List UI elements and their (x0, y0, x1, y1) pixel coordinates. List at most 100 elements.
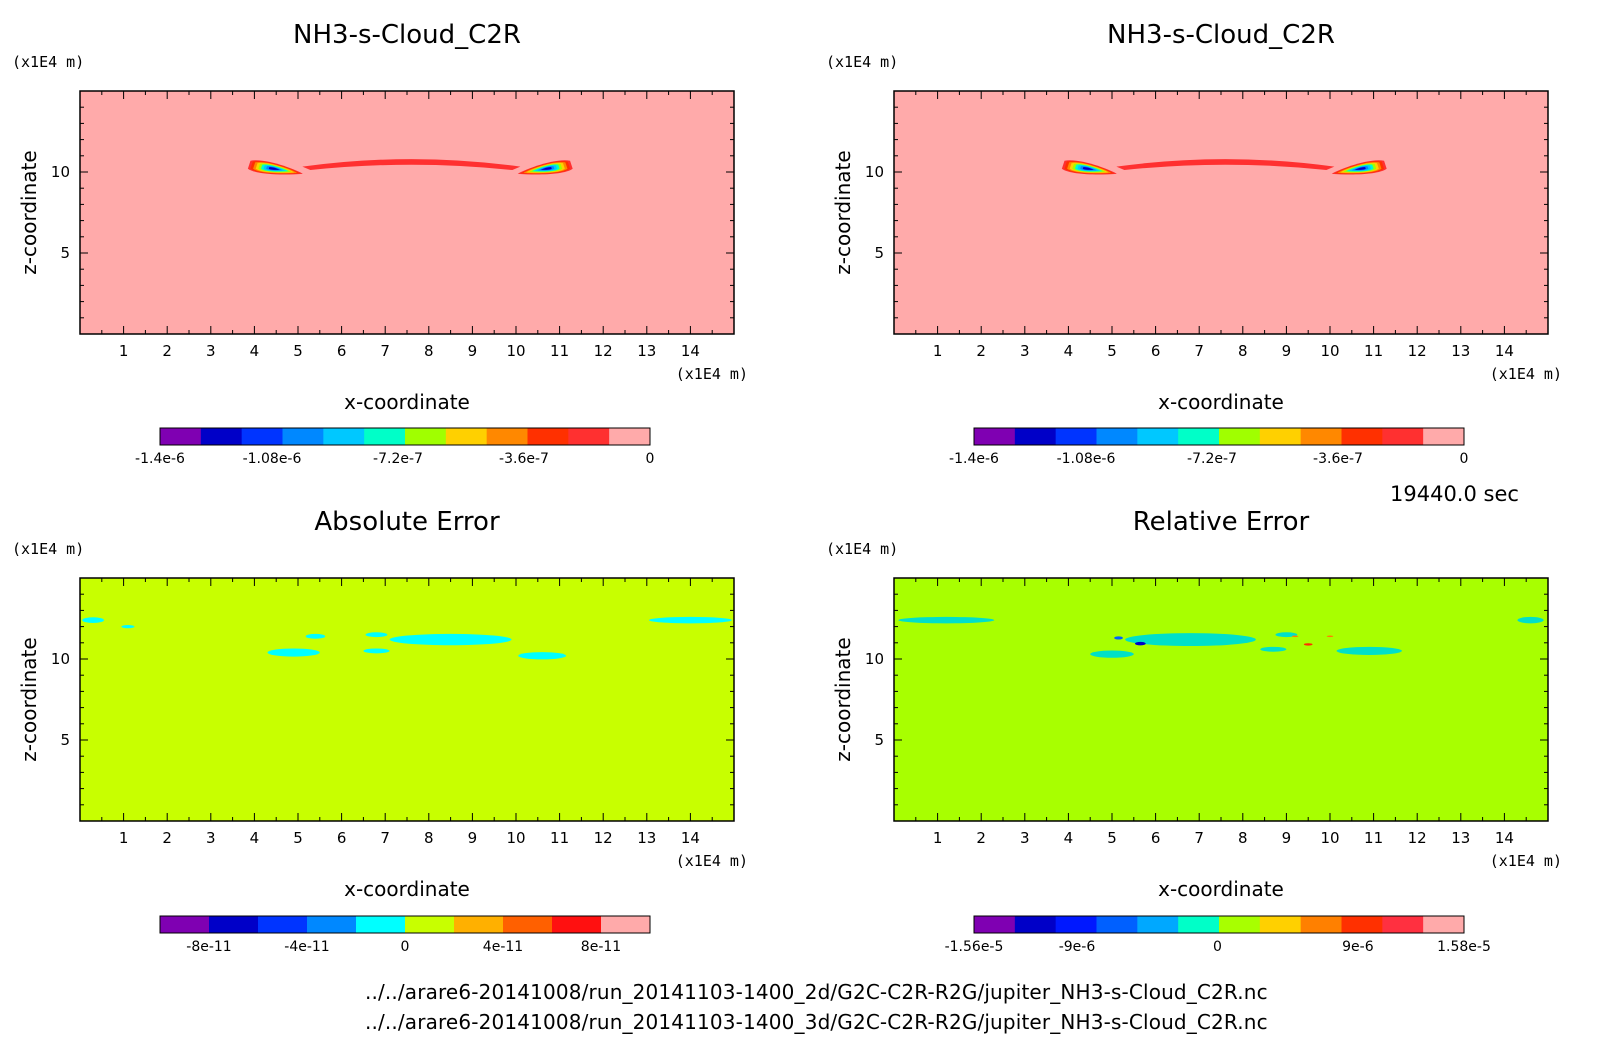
error-blob (1275, 632, 1298, 638)
colorbar-tick-label: -9e-6 (1059, 939, 1096, 955)
colorbar-swatch (445, 428, 488, 445)
colorbar-swatch (209, 916, 259, 933)
error-blob (1326, 635, 1334, 638)
error-blob (1260, 646, 1287, 652)
colorbar-frame (973, 915, 1465, 934)
y-axis-label: z-coordinate (17, 150, 41, 274)
x-tick-label: 5 (1107, 829, 1117, 847)
x-tick-label: 6 (1151, 829, 1161, 847)
colorbar-swatch (1423, 428, 1465, 445)
x-tick-label: 1 (933, 829, 943, 847)
colorbar-swatch (568, 428, 610, 445)
z-unit-label: (x1E4 m) (826, 540, 898, 558)
x-tick-label: 7 (1194, 829, 1204, 847)
panel-2: NH3-s-Cloud_C2R(x1E4 m)1 2 3 4 5 6 7 8 9 10 11 12 13… (826, 20, 1562, 467)
y-tick-label: 5 (874, 731, 884, 749)
x-tick-label: 6 (337, 342, 347, 360)
x-tick-label: 4 (1064, 342, 1074, 360)
colorbar-swatch (241, 428, 283, 445)
x-tick-label: 4 (250, 829, 260, 847)
colorbar-swatch (1096, 428, 1138, 445)
colorbar-tick-label: -1.56e-5 (945, 939, 1004, 955)
x-tick-label: 5 (293, 829, 303, 847)
x-unit-label: (x1E4 m) (1490, 852, 1562, 870)
x-unit-label: (x1E4 m) (1490, 365, 1562, 383)
x-tick-label: 3 (1020, 342, 1030, 360)
x-tick-label: 10 (506, 829, 525, 847)
x-axis-label: x-coordinate (1158, 877, 1284, 901)
colorbar-tick-label: 9e-6 (1342, 939, 1374, 955)
cloud-lobe-contour (1354, 167, 1366, 170)
x-tick-label: 11 (550, 829, 569, 847)
cloud-arc-contour (302, 159, 521, 171)
colorbar-tick-label: -1.08e-6 (1057, 451, 1116, 467)
colorbar-swatch (1382, 916, 1424, 933)
z-unit-label: (x1E4 m) (826, 53, 898, 71)
colorbar-swatch (454, 916, 504, 933)
error-blob (518, 652, 567, 660)
error-blob (648, 616, 732, 624)
colorbar-swatch (1055, 916, 1097, 933)
x-tick-label: 2 (976, 829, 986, 847)
y-tick-label: 5 (60, 244, 70, 262)
x-tick-label: 11 (1364, 342, 1383, 360)
x-tick-label: 6 (337, 829, 347, 847)
colorbar-swatch (486, 428, 528, 445)
colorbar-swatch (405, 428, 447, 445)
x-tick-label: 13 (637, 342, 656, 360)
colorbar-swatch (307, 916, 357, 933)
x-tick-label: 1 (119, 342, 129, 360)
colorbar-swatch (282, 428, 324, 445)
footer-path-2d: ../../arare6-20141008/run_20141103-1400_… (365, 980, 1268, 1004)
cloud-lobe-contour (268, 167, 280, 170)
cloud-arc-contour (1116, 159, 1335, 171)
error-blob (389, 633, 512, 646)
colorbar-swatch (1382, 428, 1424, 445)
colorbar-swatch (1137, 916, 1179, 933)
error-blob (1134, 641, 1146, 646)
x-tick-label: 8 (1238, 342, 1248, 360)
field-background (80, 578, 734, 821)
colorbar-swatch (1096, 916, 1138, 933)
x-tick-label: 3 (206, 342, 216, 360)
features (1061, 159, 1387, 175)
colorbar-swatch (1341, 916, 1383, 933)
x-tick-label: 7 (1194, 342, 1204, 360)
x-tick-label: 9 (468, 829, 478, 847)
colorbar-tick-label: -4e-11 (284, 939, 329, 955)
colorbar-swatch (1219, 428, 1261, 445)
y-axis-label: z-coordinate (831, 637, 855, 761)
colorbar-swatch (160, 428, 202, 445)
y-axis-label: z-coordinate (17, 637, 41, 761)
x-tick-label: 12 (594, 342, 613, 360)
x-tick-label: 3 (206, 829, 216, 847)
error-blob (305, 633, 326, 639)
features (82, 616, 732, 660)
colorbar-swatch (160, 916, 210, 933)
colorbar-swatch (974, 916, 1016, 933)
panel-4: Relative Error(x1E4 m)1 2 3 4 5 6 7 8 9 10 11 12 13 1… (826, 507, 1562, 955)
x-tick-label: 14 (681, 342, 700, 360)
x-tick-label: 10 (506, 342, 525, 360)
time-label: 19440.0 sec (1390, 482, 1519, 506)
x-tick-label: 7 (380, 829, 390, 847)
error-blob (1125, 633, 1256, 647)
x-tick-label: 3 (1020, 829, 1030, 847)
x-tick-label: 12 (594, 829, 613, 847)
x-tick-label: 11 (1364, 829, 1383, 847)
y-tick-label: 10 (865, 163, 884, 181)
x-tick-label: 10 (1320, 342, 1339, 360)
field-background (894, 91, 1548, 334)
y-tick-label: 10 (865, 650, 884, 668)
colorbar-swatch (1137, 428, 1179, 445)
field-background (80, 91, 734, 334)
x-tick-label: 5 (293, 342, 303, 360)
error-blob (1291, 635, 1299, 638)
colorbar-swatch (1300, 916, 1342, 933)
x-tick-label: 8 (1238, 829, 1248, 847)
colorbar-swatch (1178, 916, 1220, 933)
colorbar-swatch (1014, 428, 1057, 445)
x-tick-label: 7 (380, 342, 390, 360)
x-unit-label: (x1E4 m) (676, 852, 748, 870)
